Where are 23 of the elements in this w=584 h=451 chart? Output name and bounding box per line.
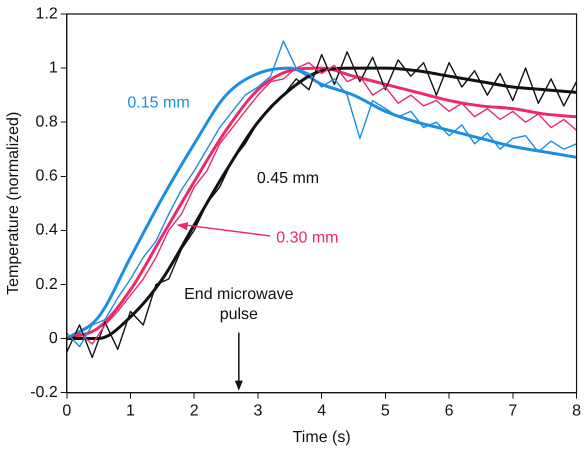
x-tick-label: 6 [444, 402, 454, 420]
y-axis-title: Temperature (normalized) [5, 112, 22, 295]
y-tick-label: 0.8 [36, 114, 58, 131]
x-tick-label: 0 [62, 402, 72, 420]
annotation: 0.45 mm [256, 170, 320, 188]
x-axis-title: Time (s) [292, 428, 351, 446]
y-tick-label: 0.2 [36, 276, 58, 293]
x-tick-label: 8 [572, 402, 582, 420]
annotation: End microwave pulse [184, 286, 294, 324]
y-tick-label: 0.6 [36, 168, 58, 185]
x-tick-label: 3 [253, 402, 262, 420]
y-tick-label: 0.4 [36, 222, 58, 239]
annotation: 0.30 mm [276, 229, 338, 246]
x-tick-label: 7 [508, 402, 518, 420]
annotation: 0.15 mm [127, 94, 190, 112]
x-tick-label: 4 [317, 402, 326, 420]
y-tick-label: 1 [48, 59, 58, 76]
x-tick-label: 2 [190, 402, 199, 420]
y-tick-label: -0.2 [30, 384, 58, 402]
x-tick-label: 1 [126, 402, 136, 420]
y-tick-label: 1.2 [36, 5, 58, 22]
y-tick-label: 0 [48, 330, 58, 347]
x-tick-label: 5 [380, 402, 390, 420]
